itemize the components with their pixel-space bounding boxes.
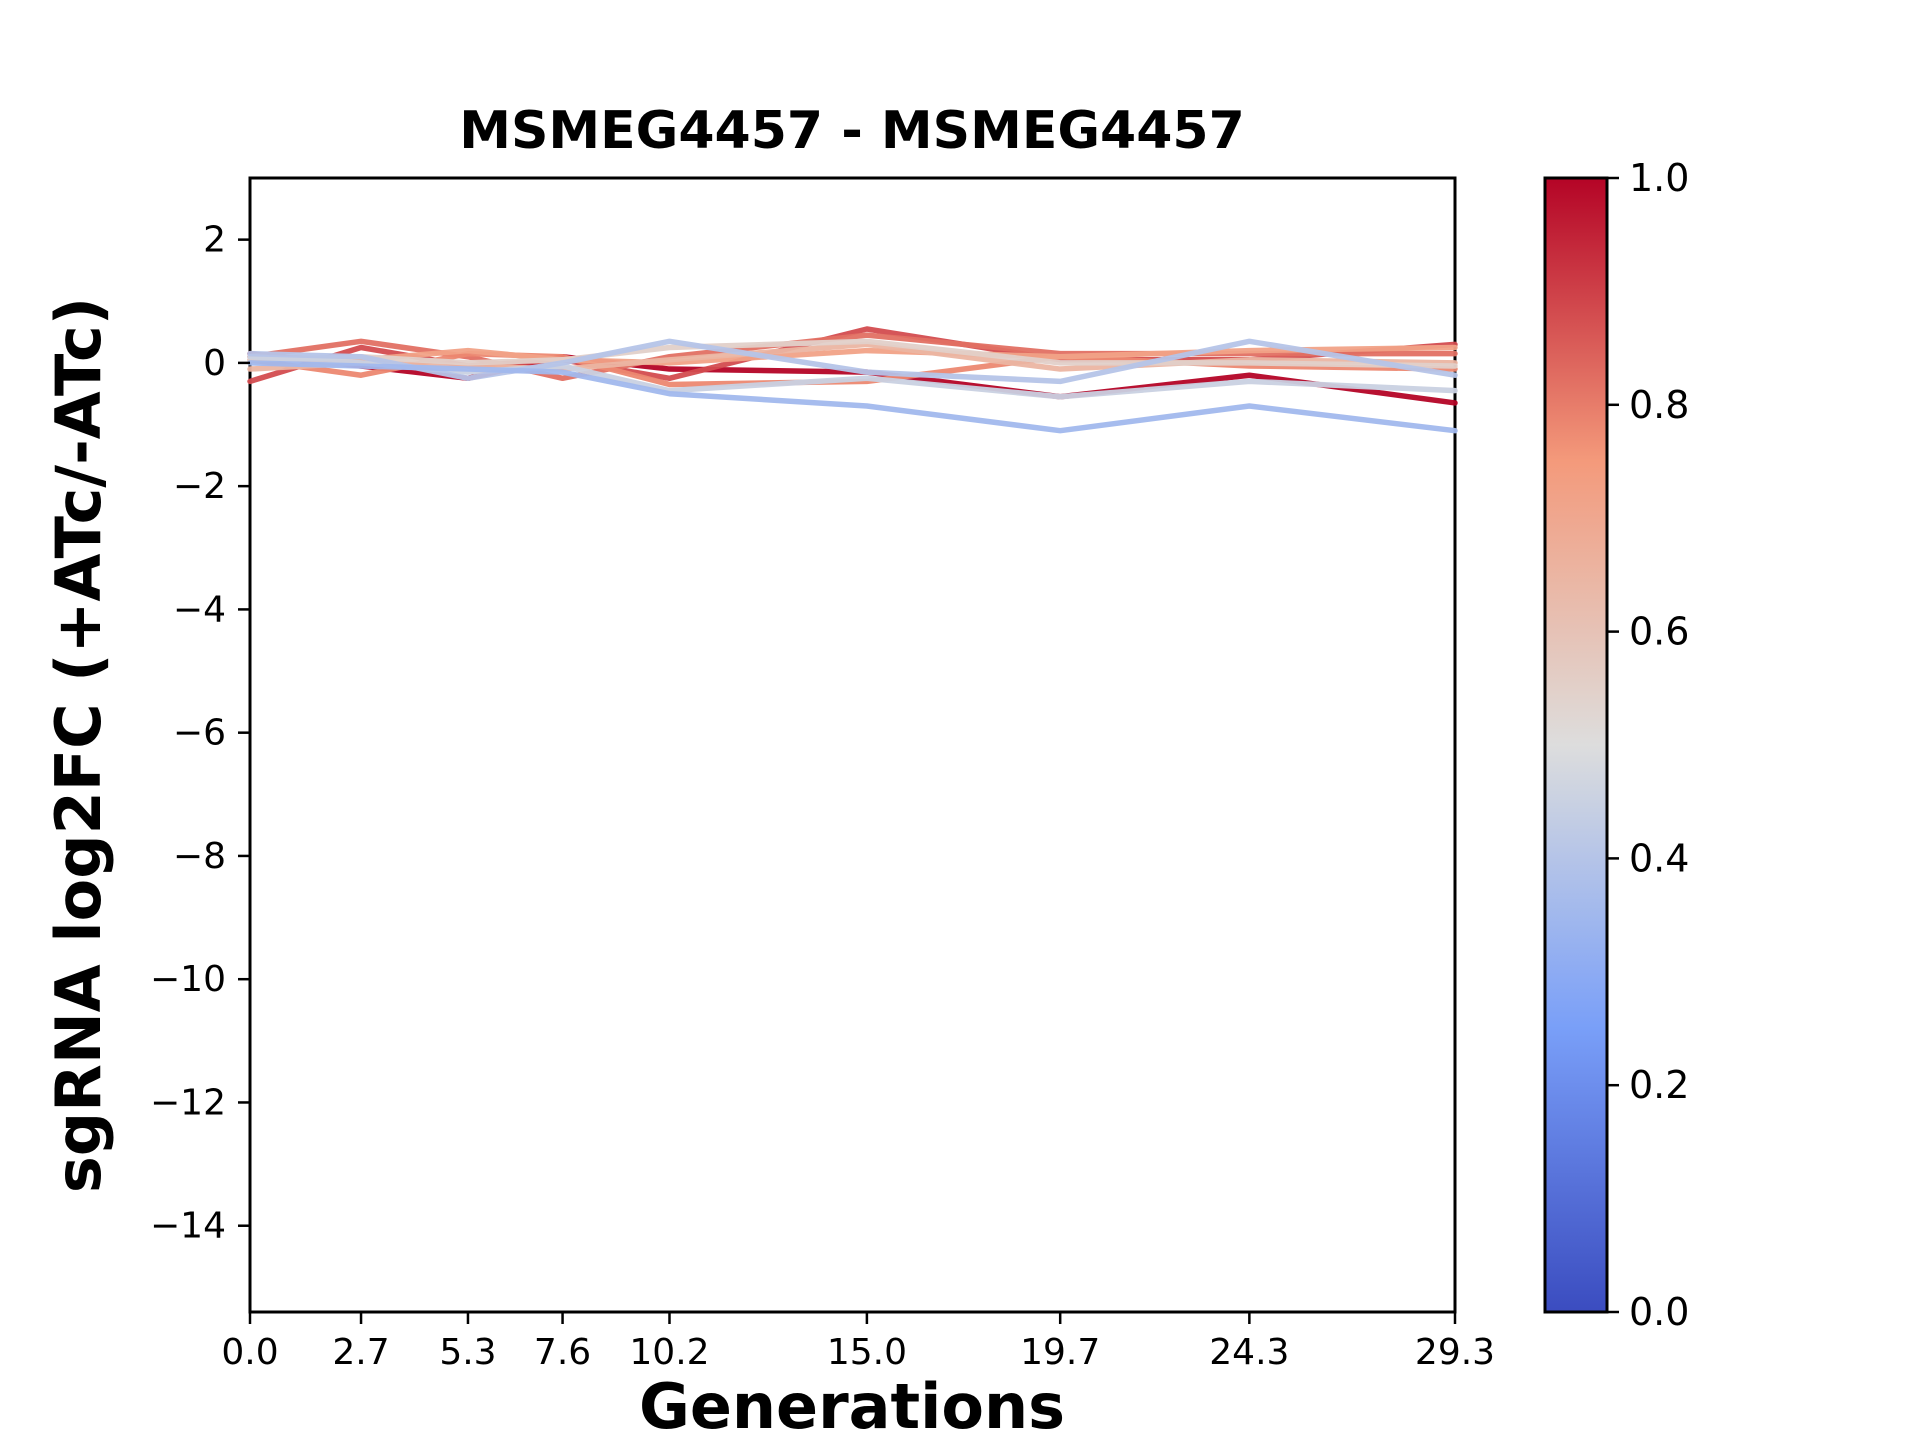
series-line xyxy=(247,338,1458,385)
colorbar-tick-label: 0.8 xyxy=(1629,383,1689,427)
y-tick-label: −4 xyxy=(173,589,226,630)
y-tick-label: 2 xyxy=(203,220,226,261)
y-tick-label: −14 xyxy=(150,1206,226,1247)
x-tick-label: 19.7 xyxy=(1020,1332,1100,1373)
y-axis-label: sgRNA log2FC (+ATc/-ATc) xyxy=(42,297,115,1193)
series-line xyxy=(247,326,1458,385)
colorbar-tick-label: 1.0 xyxy=(1629,156,1689,200)
colorbar xyxy=(1543,176,1609,1314)
x-axis-label: Generations xyxy=(639,1370,1065,1440)
series-group xyxy=(247,326,1458,434)
colorbar-tick-label: 0.4 xyxy=(1629,836,1689,880)
colorbar-ticks: 0.0 0.2 0.4 0.6 0.8 1.0 xyxy=(1607,156,1689,1334)
colorbar-tick-label: 0.0 xyxy=(1629,1290,1689,1334)
x-tick-label: 0.0 xyxy=(221,1332,278,1373)
chart-title: MSMEG4457 - MSMEG4457 xyxy=(459,101,1245,161)
y-tick-label: −10 xyxy=(150,959,226,1000)
x-tick-label: 24.3 xyxy=(1209,1332,1289,1373)
x-tick-label: 15.0 xyxy=(827,1332,907,1373)
x-tick-label: 7.6 xyxy=(534,1332,591,1373)
y-tick-label: −12 xyxy=(150,1082,226,1123)
x-axis-ticks: 0.0 2.7 5.3 7.6 10.2 15.0 19.7 24.3 29.3 xyxy=(221,1312,1495,1373)
y-tick-label: 0 xyxy=(203,343,226,384)
y-tick-label: −6 xyxy=(173,713,226,754)
y-tick-label: −2 xyxy=(173,466,226,507)
x-tick-label: 2.7 xyxy=(332,1332,389,1373)
series-line xyxy=(247,338,1458,369)
x-tick-label: 10.2 xyxy=(629,1332,709,1373)
colorbar-tick-label: 0.2 xyxy=(1629,1063,1689,1107)
x-tick-label: 5.3 xyxy=(439,1332,496,1373)
colorbar-tick-label: 0.6 xyxy=(1629,610,1689,654)
y-axis-ticks: 2 0 −2 −4 −6 −8 −10 −12 −14 xyxy=(150,220,250,1247)
y-tick-label: −8 xyxy=(173,836,226,877)
series-line xyxy=(247,360,1458,434)
x-tick-label: 29.3 xyxy=(1415,1332,1495,1373)
